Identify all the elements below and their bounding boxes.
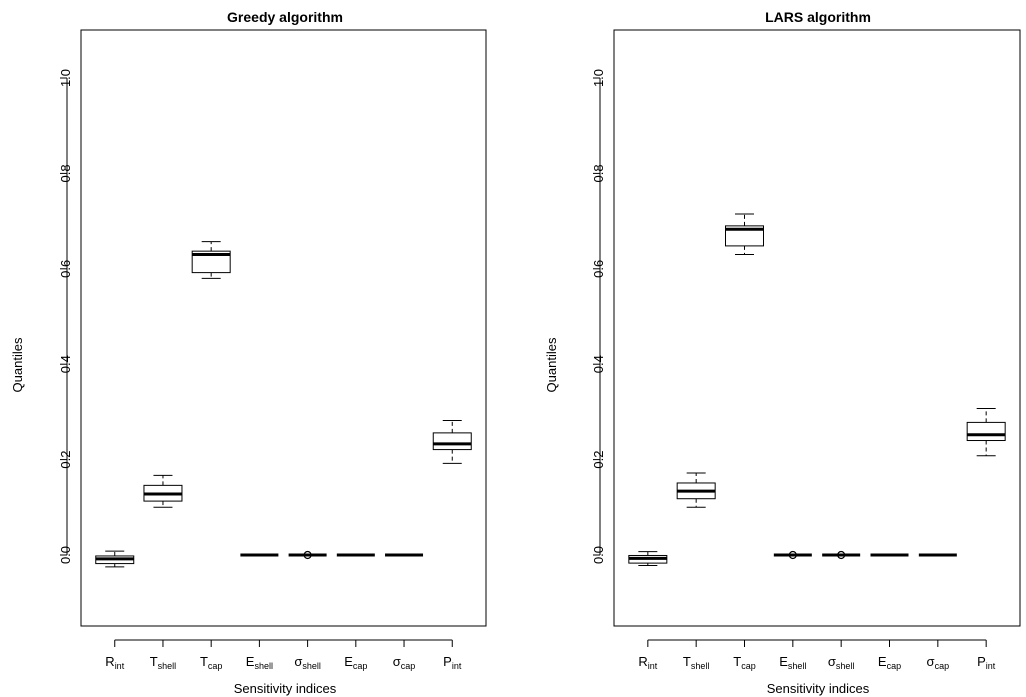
x-tick-label: Ecap — [878, 654, 901, 671]
x-tick-label: Pint — [443, 654, 462, 671]
x-tick-label-base: σ — [294, 654, 302, 669]
x-tick-label-sub: int — [115, 661, 125, 671]
x-tick-label-base: σ — [828, 654, 836, 669]
x-tick-label: Pint — [977, 654, 996, 671]
y-tick-label: 0.0 — [591, 546, 606, 564]
x-tick-label: σcap — [927, 654, 950, 671]
box-3 — [725, 213, 764, 255]
plot-frame — [613, 29, 1021, 627]
x-tick-label-base: R — [105, 654, 114, 669]
x-tick-label-sub: cap — [353, 661, 368, 671]
x-tick-label-base: E — [878, 654, 887, 669]
box-8 — [966, 408, 1006, 457]
y-tick-label: 0.4 — [58, 355, 73, 373]
y-tick-label: 0.8 — [591, 164, 606, 182]
outlier-point — [837, 550, 846, 560]
x-tick-label: σshell — [294, 654, 321, 671]
chart-title: Greedy algorithm — [227, 9, 343, 25]
x-axis-label: Sensitivity indices — [234, 681, 337, 696]
x-tick-label: Tshell — [150, 654, 176, 671]
x-tick-label: Tcap — [200, 654, 222, 671]
plot-frame — [80, 29, 487, 627]
x-tick-label-base: R — [638, 654, 647, 669]
x-tick-label-base: E — [344, 654, 353, 669]
x-tick-label: Tcap — [733, 654, 755, 671]
box-2 — [143, 474, 183, 508]
x-tick-label: Eshell — [246, 654, 273, 671]
x-tick-label-base: P — [443, 654, 452, 669]
y-axis-label: Quantiles — [544, 337, 559, 392]
y-tick-label: 0.4 — [591, 355, 606, 373]
x-tick-label-base: E — [779, 654, 788, 669]
box-2 — [676, 472, 716, 508]
x-tick-label: σcap — [393, 654, 416, 671]
x-tick-label-base: E — [246, 654, 255, 669]
y-axis-label: Quantiles — [10, 337, 25, 392]
outlier-point — [788, 550, 797, 560]
x-tick-label-base: T — [733, 654, 741, 669]
x-tick-label-sub: cap — [887, 661, 902, 671]
x-tick-label: σshell — [828, 654, 855, 671]
x-tick-label: Rint — [638, 654, 657, 671]
x-tick-label-base: T — [150, 654, 158, 669]
x-tick-label-sub: shell — [254, 661, 273, 671]
box-1 — [95, 550, 135, 568]
x-tick-label-sub: cap — [935, 661, 950, 671]
x-tick-label-base: T — [683, 654, 691, 669]
x-tick-label-sub: shell — [691, 661, 710, 671]
box-5 — [822, 550, 861, 560]
box-body — [432, 432, 472, 451]
x-tick-label-sub: shell — [788, 661, 807, 671]
x-tick-label: Eshell — [779, 654, 806, 671]
x-tick-label-sub: shell — [836, 661, 855, 671]
panel-1: Greedy algorithm 0.0 0.2 0.4 0.6 0.8 1.0 Quanti… — [10, 9, 487, 696]
x-tick-label-sub: shell — [158, 661, 177, 671]
x-tick-label-sub: int — [648, 661, 658, 671]
y-tick-label: 0.2 — [58, 451, 73, 469]
x-tick-label-sub: cap — [208, 661, 223, 671]
x-tick-label-sub: cap — [741, 661, 756, 671]
x-tick-label: Rint — [105, 654, 124, 671]
x-tick-label-base: T — [200, 654, 208, 669]
box-8 — [432, 419, 472, 464]
y-tick-label: 0.8 — [58, 164, 73, 182]
box-5 — [288, 550, 327, 560]
x-tick-label-base: σ — [927, 654, 935, 669]
x-tick-label-sub: int — [452, 661, 462, 671]
panel-2: LARS algorithm 0.0 0.2 0.4 0.6 0.8 1.0 Quantile… — [544, 9, 1021, 696]
y-tick-label: 0.2 — [591, 451, 606, 469]
chart-title: LARS algorithm — [765, 9, 871, 25]
box-1 — [628, 551, 668, 566]
box-4 — [773, 550, 812, 560]
y-tick-label: 0.0 — [58, 546, 73, 564]
y-tick-label: 1.0 — [591, 69, 606, 87]
box-body — [191, 250, 231, 274]
y-tick-label: 0.6 — [591, 260, 606, 278]
x-tick-label: Ecap — [344, 654, 367, 671]
box-body — [966, 421, 1006, 442]
box-body — [725, 225, 764, 247]
x-axis-label: Sensitivity indices — [767, 681, 870, 696]
x-tick-label-base: σ — [393, 654, 401, 669]
x-tick-label: Tshell — [683, 654, 709, 671]
x-tick-label-sub: shell — [302, 661, 321, 671]
y-tick-label: 1.0 — [58, 69, 73, 87]
box-3 — [191, 241, 231, 279]
x-tick-label-base: P — [977, 654, 986, 669]
outlier-point — [303, 550, 312, 560]
x-tick-label-sub: cap — [401, 661, 416, 671]
x-tick-label-sub: int — [986, 661, 996, 671]
y-tick-label: 0.6 — [58, 260, 73, 278]
